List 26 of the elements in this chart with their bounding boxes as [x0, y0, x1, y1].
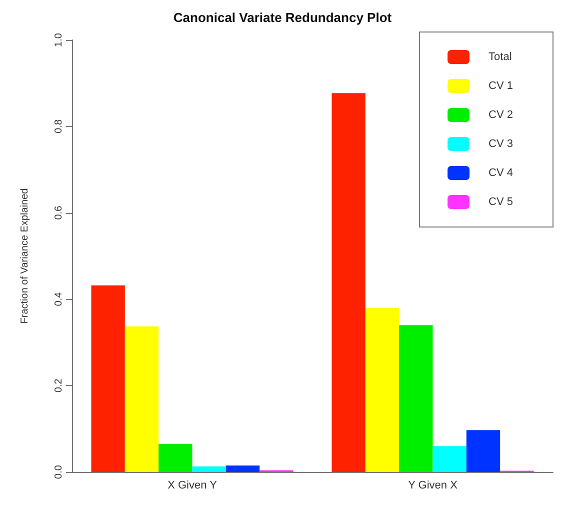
legend-label: CV 2 — [488, 109, 514, 121]
y-tick-label: 0.4 — [54, 292, 64, 306]
legend-label: CV 5 — [488, 196, 514, 208]
y-axis-title: Fraction of Variance Explained — [20, 188, 30, 324]
bar — [332, 93, 366, 472]
bar — [466, 430, 500, 472]
bar — [192, 466, 226, 472]
y-tick-label: 0.2 — [54, 378, 64, 393]
x-tick-label: X Given Y — [168, 480, 218, 492]
legend-label: CV 4 — [488, 167, 514, 179]
bar — [432, 446, 466, 472]
bar — [365, 308, 400, 472]
bar — [91, 285, 125, 472]
chart-title: Canonical Variate Redundancy Plot — [173, 10, 392, 25]
x-tick-label: Y Given X — [408, 480, 458, 492]
y-tick-label: 0.0 — [54, 464, 64, 479]
y-tick-label: 1.0 — [54, 32, 64, 47]
bar — [226, 466, 260, 472]
y-tick-label: 0.6 — [54, 205, 64, 220]
y-tick-label: 0.8 — [54, 119, 64, 134]
bar — [158, 444, 192, 472]
legend-label: CV 3 — [488, 138, 514, 150]
bar — [399, 325, 433, 472]
bar — [124, 326, 159, 472]
legend-label: Total — [488, 51, 512, 63]
legend-label: CV 1 — [488, 80, 514, 92]
